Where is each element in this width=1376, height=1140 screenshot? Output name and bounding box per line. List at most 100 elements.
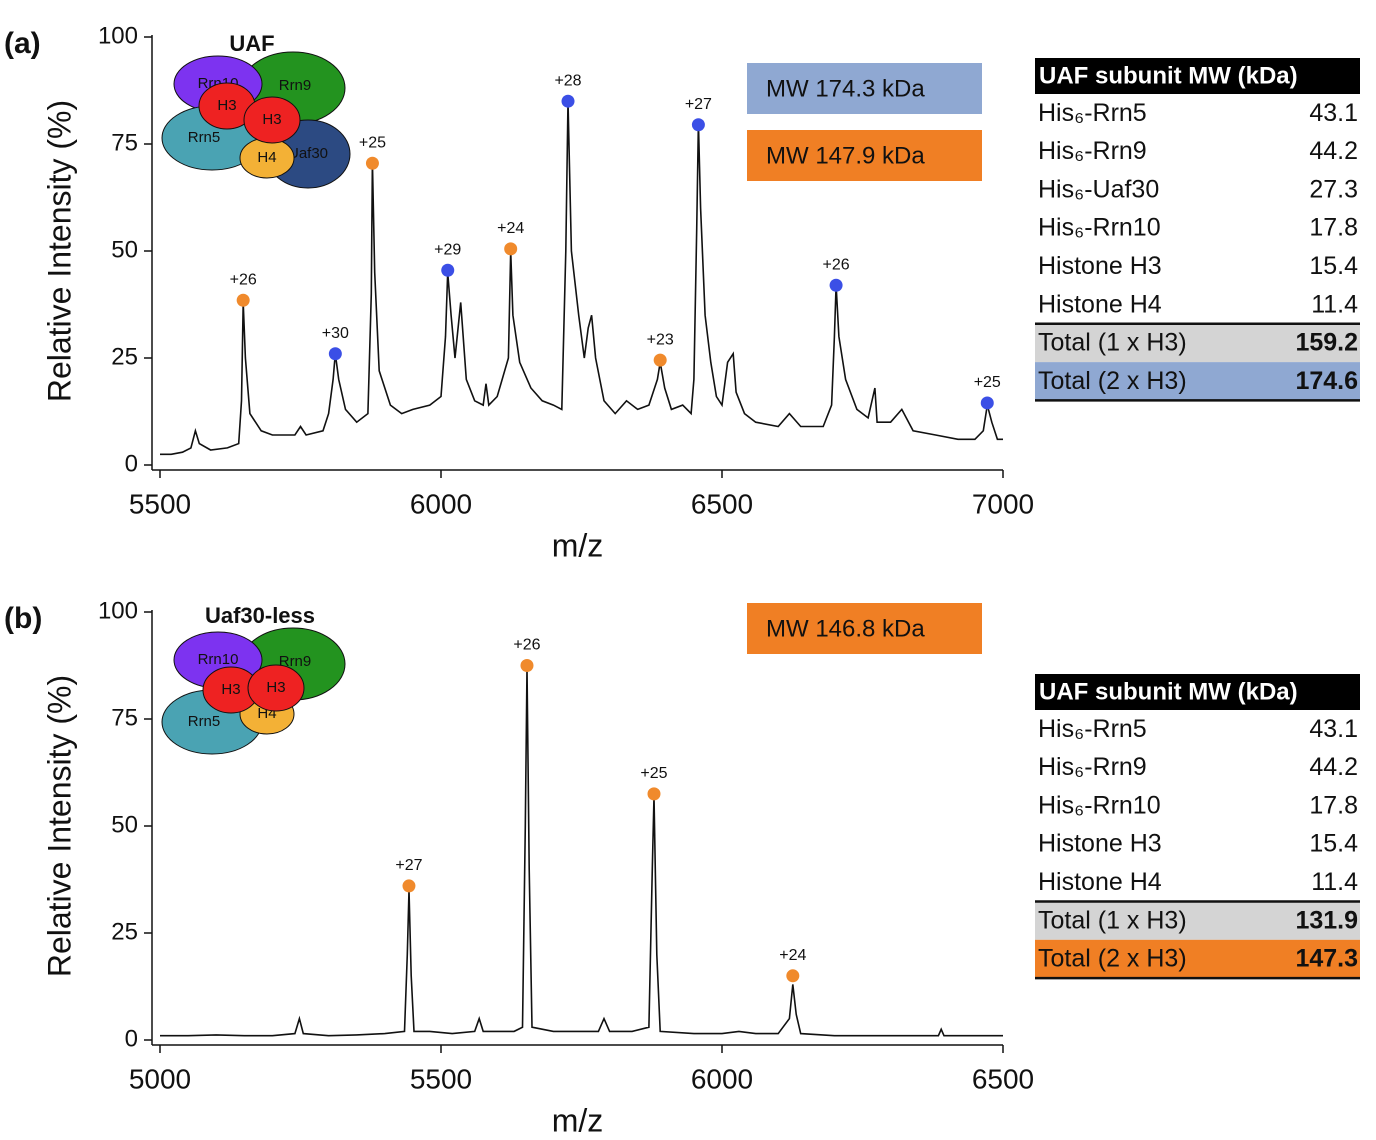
subunit-label: H3 xyxy=(217,97,236,114)
table-cell: 27.3 xyxy=(1309,175,1358,203)
legend-box xyxy=(747,603,982,654)
table-cell: 15.4 xyxy=(1309,252,1358,280)
table-cell: 174.6 xyxy=(1295,367,1358,395)
table-row-bg xyxy=(1035,901,1360,940)
x-tick-label: 5500 xyxy=(129,488,191,519)
table-cell: Total (1 x H3) xyxy=(1038,906,1187,934)
subunit-shape xyxy=(243,96,301,144)
table-cell: 159.2 xyxy=(1295,329,1358,357)
table-row-bg xyxy=(1035,323,1360,363)
peak-marker xyxy=(328,347,342,361)
legend-box xyxy=(747,63,982,114)
peak-marker xyxy=(365,156,379,170)
table-cell: His₆-Rrn5 xyxy=(1038,715,1147,743)
y-tick-label: 50 xyxy=(111,811,138,838)
subunit-shape xyxy=(247,664,305,712)
subunit-label: Rrn9 xyxy=(279,77,312,94)
table-cell: Histone H3 xyxy=(1038,252,1162,280)
subunit-label: Rrn9 xyxy=(279,653,312,670)
legend-box xyxy=(747,130,982,181)
y-tick-label: 75 xyxy=(111,704,138,731)
table-cell: 44.2 xyxy=(1309,753,1358,781)
peak-marker xyxy=(504,242,518,256)
table-cell: 11.4 xyxy=(1311,290,1358,318)
table-cell: Histone H4 xyxy=(1038,868,1162,896)
legend-label: MW 146.8 kDa xyxy=(766,615,925,642)
table-cell: His₆-Rrn10 xyxy=(1038,214,1161,242)
table-cell: Total (2 x H3) xyxy=(1038,945,1187,973)
table-cell: His₆-Uaf30 xyxy=(1038,175,1159,203)
peak-label: +26 xyxy=(513,637,540,654)
table-cell: 131.9 xyxy=(1295,906,1358,934)
subunit-label: Rrn10 xyxy=(198,651,239,668)
complex-title: Uaf30-less xyxy=(205,603,315,628)
x-axis-label: m/z xyxy=(552,1102,604,1138)
subunit-label: H4 xyxy=(257,149,276,166)
peak-marker xyxy=(402,879,416,893)
peak-marker xyxy=(829,278,843,292)
table-cell: Histone H4 xyxy=(1038,290,1162,318)
y-tick-label: 100 xyxy=(98,22,138,49)
peak-label: +30 xyxy=(322,325,349,342)
peak-marker xyxy=(236,293,250,307)
table-cell: His₆-Rrn5 xyxy=(1038,99,1147,127)
table-cell: 43.1 xyxy=(1309,715,1358,743)
peak-marker xyxy=(561,94,575,108)
y-tick-label: 100 xyxy=(98,597,138,624)
legend-label: MW 174.3 kDa xyxy=(766,75,925,102)
peak-label: +26 xyxy=(823,256,850,273)
table-row-bg xyxy=(1035,939,1360,979)
x-tick-label: 5500 xyxy=(410,1063,472,1094)
table-header: UAF subunit MW (kDa) xyxy=(1039,62,1298,89)
table-cell: His₆-Rrn9 xyxy=(1038,137,1147,165)
panel-label: (b) xyxy=(4,602,42,635)
complex-title: UAF xyxy=(229,31,274,56)
peak-label: +26 xyxy=(230,271,257,288)
x-tick-label: 6500 xyxy=(691,488,753,519)
table-cell: 15.4 xyxy=(1309,830,1358,858)
x-tick-label: 7000 xyxy=(972,488,1034,519)
peak-label: +25 xyxy=(640,765,667,782)
table-cell: 11.4 xyxy=(1311,868,1358,896)
peak-label: +28 xyxy=(554,72,581,89)
subunit-label: H3 xyxy=(221,681,240,698)
peak-label: +23 xyxy=(647,331,674,348)
x-tick-label: 5000 xyxy=(129,1063,191,1094)
panel-label: (a) xyxy=(4,27,41,60)
peak-marker xyxy=(691,118,705,132)
y-tick-label: 75 xyxy=(111,129,138,156)
peak-label: +24 xyxy=(779,947,806,964)
x-tick-label: 6000 xyxy=(410,488,472,519)
table-row-bg xyxy=(1035,362,1360,401)
spectrum-line xyxy=(160,667,1003,1037)
subunit-label: H3 xyxy=(262,111,281,128)
table-cell: 44.2 xyxy=(1309,137,1358,165)
peak-marker xyxy=(647,787,661,801)
subunit-label: Rrn5 xyxy=(188,129,221,146)
peak-marker xyxy=(520,659,534,672)
peak-label: +25 xyxy=(974,374,1001,391)
y-axis-label: Relative Intensity (%) xyxy=(41,100,77,402)
table-cell: 17.8 xyxy=(1309,791,1358,819)
x-tick-label: 6000 xyxy=(691,1063,753,1094)
peak-marker xyxy=(653,353,667,367)
legend-label: MW 147.9 kDa xyxy=(766,142,925,169)
peak-marker xyxy=(786,969,800,983)
table-cell: His₆-Rrn9 xyxy=(1038,753,1147,781)
peak-label: +27 xyxy=(395,857,422,874)
table-cell: Total (2 x H3) xyxy=(1038,367,1187,395)
peak-label: +24 xyxy=(497,220,524,237)
table-header-bg xyxy=(1035,674,1360,710)
subunit-label: H3 xyxy=(266,679,285,696)
y-tick-label: 0 xyxy=(125,1025,138,1052)
peak-label: +27 xyxy=(685,96,712,113)
y-tick-label: 25 xyxy=(111,343,138,370)
y-tick-label: 50 xyxy=(111,236,138,263)
y-axis-label: Relative Intensity (%) xyxy=(41,675,77,977)
table-cell: 147.3 xyxy=(1295,945,1358,973)
table-header-bg xyxy=(1035,58,1360,94)
peak-label: +25 xyxy=(359,134,386,151)
y-tick-label: 25 xyxy=(111,918,138,945)
peak-marker xyxy=(441,263,455,277)
